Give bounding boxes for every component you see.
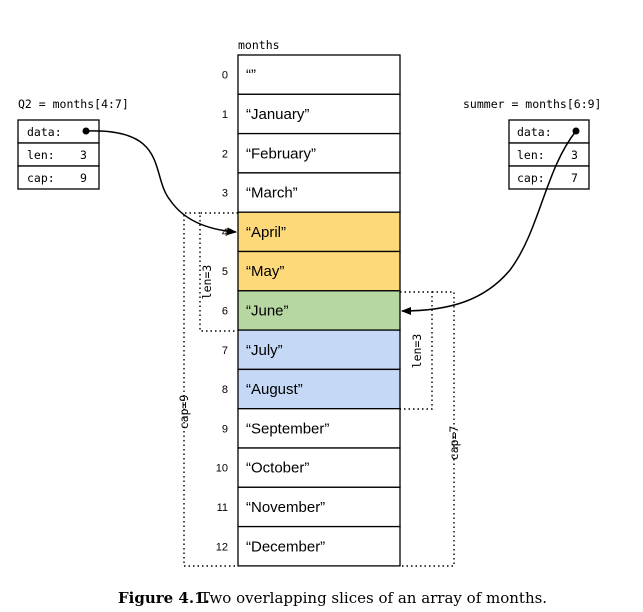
array-cell: 1 “January” [222,93,401,135]
array-cell-box [237,172,401,213]
array-cell-index: 9 [222,423,228,435]
q2-len-value: 3 [80,148,87,162]
summer-data-label: data: [517,125,552,139]
array-cell: 8 “August” [222,368,401,410]
summer-title: summer = months[6:9] [463,97,601,111]
array-cell: 11 “November” [217,486,401,528]
q2-cap-annotation: cap=9 [177,395,191,430]
array-cell-index: 12 [216,541,228,553]
q2-cap-bracket [183,212,238,567]
summer-len-annotation: len=3 [410,334,424,369]
array-cell: 5 “May” [222,250,401,292]
array-cell: 12 “December” [216,525,401,567]
array-cell-value: “” [246,67,256,84]
array-cell: 3 “March” [222,172,401,213]
q2-title: Q2 = months[4:7] [18,97,129,111]
summer-pointer-arrow [401,130,577,315]
array-cell-box [237,54,401,95]
array-cell-index: 2 [222,148,228,160]
array-cell-box [237,525,401,567]
array-cell-value: “December” [246,538,325,555]
caption-label: Figure 4.1. [118,589,210,607]
array-cell-value: “March” [246,185,298,202]
array-cell-index: 10 [216,463,228,475]
q2-data-label: data: [27,125,62,139]
q2-len-bracket [199,212,238,332]
array-cell: 0 “” [222,54,401,95]
summer-cap-label: cap: [517,171,545,185]
array-name: months [238,38,280,52]
array-cell-value: “April” [246,224,286,241]
summer-len-value: 3 [571,148,578,162]
array-cell-value: “October” [246,460,309,477]
summer-cap-annotation: cap=7 [447,426,461,461]
array-cell: 7 “July” [222,329,401,371]
q2-slice-header: data: len: 3 cap: 9 [17,119,100,190]
array-cell-box [237,211,401,253]
months-array: 0 “” 1 “January” 2 “February” 3 “March” 4 “April”… [216,54,401,567]
caption-text: Two overlapping slices of an array of mo… [200,589,547,607]
array-cell-index: 7 [222,345,228,357]
array-cell-box [237,368,401,410]
array-cell-index: 0 [222,70,228,82]
array-cell-value: “August” [246,381,303,398]
array-cell-index: 5 [222,266,228,278]
summer-len-bracket [400,291,433,410]
array-cell-value: “July” [246,342,283,359]
array-cell-box [237,290,401,331]
array-cell-index: 11 [217,502,228,514]
array-cell-box [237,447,401,488]
array-cell: 4 “April” [222,211,401,253]
array-cell-value: “January” [246,106,309,123]
q2-cap-cell [17,165,100,190]
q2-len-annotation: len=3 [200,265,214,300]
array-cell-value: “September” [246,420,329,437]
summer-cap-value: 7 [571,171,578,185]
array-cell: 9 “September” [222,408,401,449]
array-cell-value: “June” [246,302,289,319]
array-cell-box [237,486,401,528]
q2-cap-value: 9 [80,171,87,185]
summer-cap-cell [508,165,590,190]
q2-cap-label: cap: [27,171,55,185]
array-cell: 6 “June” [222,290,401,331]
array-cell-index: 4 [222,227,228,239]
array-cell-value: “February” [246,145,316,162]
array-cell-index: 8 [222,384,228,396]
array-cell-index: 6 [222,305,228,317]
summer-cap-bracket [400,291,455,567]
array-cell-index: 1 [222,109,228,121]
q2-len-label: len: [27,148,55,162]
array-cell: 2 “February” [222,132,401,174]
summer-slice-header: data: len: 3 cap: 7 [508,119,590,190]
array-cell-index: 3 [222,188,228,200]
summer-len-label: len: [517,148,545,162]
q2-pointer-arrow [85,130,237,236]
array-cell: 10 “October” [216,447,401,488]
array-cell-value: “May” [246,263,284,280]
array-cell-box [237,132,401,174]
array-cell-value: “November” [246,499,325,516]
array-cell-box [237,93,401,135]
